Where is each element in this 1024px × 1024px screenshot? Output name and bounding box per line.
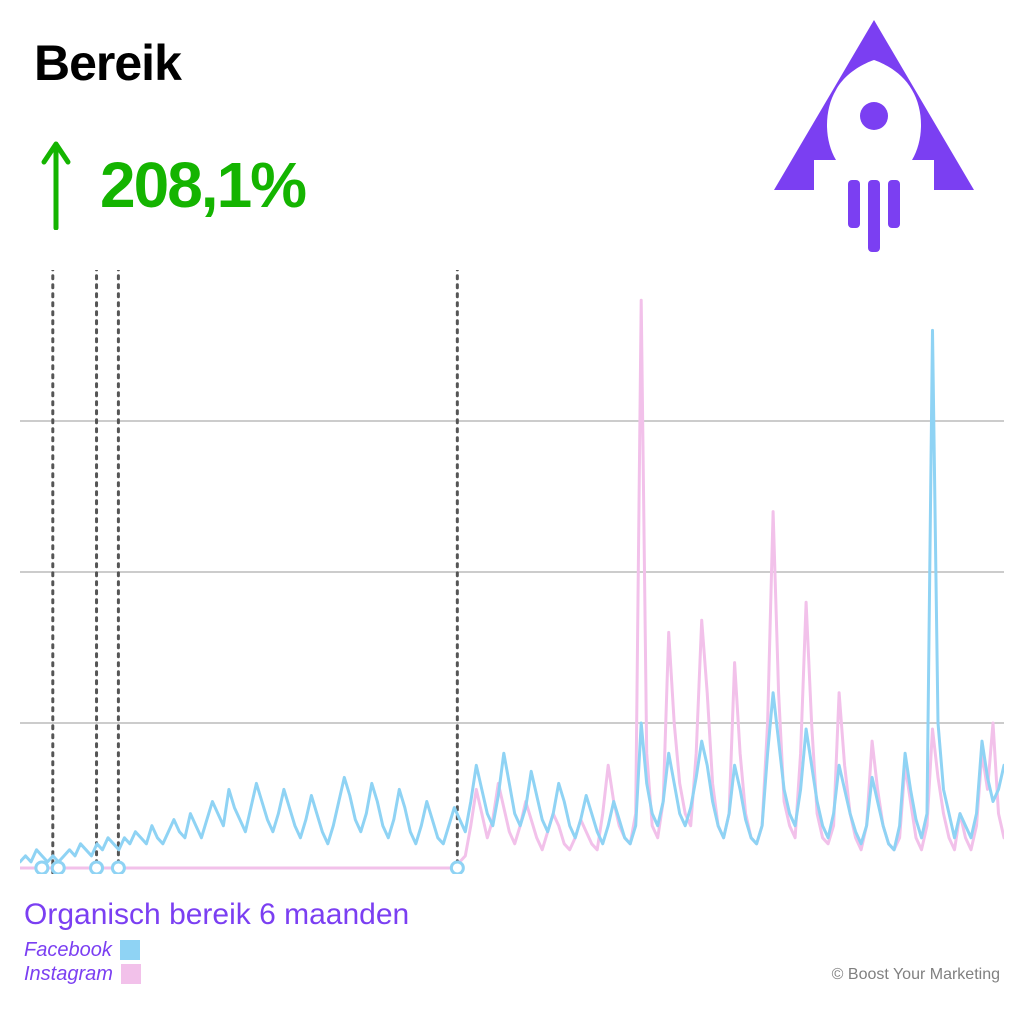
metric-value: 208,1% bbox=[100, 148, 305, 222]
rocket-icon bbox=[774, 20, 974, 260]
page-title: Bereik bbox=[34, 34, 181, 92]
metric-summary: 208,1% bbox=[40, 140, 305, 230]
subtitle-text: Organisch bereik 6 maanden bbox=[24, 898, 409, 931]
title-text: Bereik bbox=[34, 35, 181, 91]
legend-item: Facebook bbox=[24, 938, 141, 962]
copyright: © Boost Your Marketing bbox=[832, 966, 1000, 984]
legend-label: Instagram bbox=[24, 962, 113, 986]
copyright-text: © Boost Your Marketing bbox=[832, 966, 1000, 983]
legend-item: Instagram bbox=[24, 962, 141, 986]
legend-label: Facebook bbox=[24, 938, 112, 962]
up-arrow-icon bbox=[40, 140, 72, 230]
reach-chart bbox=[20, 270, 1004, 874]
chart-subtitle: Organisch bereik 6 maanden bbox=[24, 898, 409, 932]
legend: FacebookInstagram bbox=[24, 938, 141, 986]
legend-swatch bbox=[121, 964, 141, 984]
brand-logo bbox=[774, 20, 974, 260]
legend-swatch bbox=[120, 940, 140, 960]
